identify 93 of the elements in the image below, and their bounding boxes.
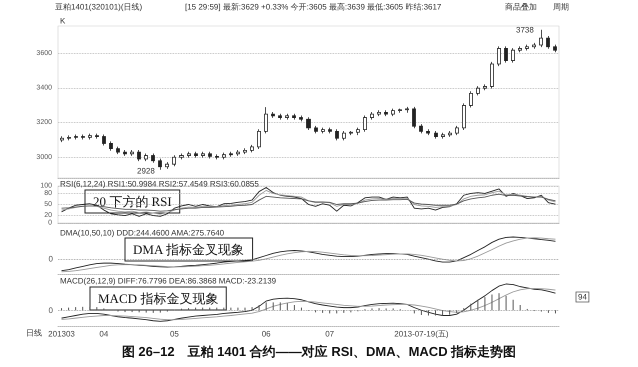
x-tick-label: 06 bbox=[262, 330, 272, 338]
candlestick bbox=[546, 36, 550, 50]
candlestick bbox=[116, 146, 120, 155]
candlestick bbox=[81, 134, 85, 140]
candlestick bbox=[391, 108, 395, 117]
candlestick bbox=[264, 106, 268, 134]
line-series bbox=[61, 194, 556, 212]
candlestick bbox=[462, 102, 466, 130]
text: 周期 bbox=[553, 2, 569, 12]
candlestick bbox=[377, 110, 381, 117]
candlestick bbox=[60, 136, 64, 142]
candlestick bbox=[257, 128, 261, 150]
x-tick-label: 2013-07-19(五) bbox=[394, 330, 449, 338]
candlestick bbox=[179, 153, 184, 160]
candlestick bbox=[236, 150, 240, 156]
candlestick bbox=[370, 112, 374, 120]
candlestick bbox=[292, 113, 296, 120]
candlestick bbox=[412, 106, 416, 129]
candlestick bbox=[476, 86, 480, 96]
candlestick bbox=[151, 153, 155, 164]
candlestick bbox=[187, 151, 191, 158]
candlestick bbox=[208, 151, 212, 159]
x-tick-label: 04 bbox=[99, 330, 109, 338]
x-tick-label: 201303 bbox=[48, 330, 76, 338]
candlestick bbox=[88, 133, 92, 140]
candlestick bbox=[165, 162, 169, 170]
candlestick bbox=[321, 127, 325, 134]
candlestick bbox=[250, 144, 254, 153]
candlestick bbox=[398, 108, 402, 114]
candlestick bbox=[271, 112, 275, 118]
candlestick bbox=[123, 150, 127, 156]
candlestick bbox=[441, 132, 445, 140]
candlestick bbox=[490, 62, 494, 89]
annotation: DMA(10,50,10) DDD:244.4600 AMA:275.7640 bbox=[60, 228, 225, 238]
candlestick bbox=[278, 113, 282, 120]
candlestick bbox=[539, 29, 543, 48]
text: 日线 bbox=[26, 328, 42, 338]
annotation: RSI(6,12,24) RSI1:50.9984 RSI2:57.4549 RSI3:60.0855 bbox=[60, 180, 260, 188]
candlestick bbox=[448, 130, 452, 138]
annotation: 2928 bbox=[137, 166, 156, 176]
annotation: MACD(26,12,9) DIFF:76.7796 DEA:86.3868 MACD:-23.2139 bbox=[60, 276, 277, 286]
candlestick bbox=[553, 44, 557, 53]
candlestick bbox=[201, 151, 205, 158]
candlestick bbox=[109, 140, 113, 152]
text: 图 26–12 豆粕 1401 合约——对应 RSI、DMA、MACD 指标走势图 bbox=[122, 344, 516, 359]
candlestick bbox=[144, 153, 148, 162]
candlestick bbox=[215, 154, 219, 160]
candlestick bbox=[74, 134, 78, 140]
candlestick bbox=[194, 151, 198, 158]
candlestick bbox=[299, 115, 303, 122]
candlestick bbox=[504, 46, 508, 64]
candlestick bbox=[434, 130, 438, 140]
candlestick bbox=[483, 84, 487, 91]
candlestick bbox=[328, 127, 332, 134]
candlestick bbox=[102, 134, 106, 146]
candlestick bbox=[306, 116, 311, 130]
candlestick bbox=[532, 42, 536, 50]
text: 商品叠加 bbox=[505, 2, 537, 12]
text: K bbox=[60, 16, 66, 26]
annotation: 3738 bbox=[516, 26, 534, 34]
candlestick bbox=[349, 130, 353, 136]
candlestick bbox=[137, 150, 141, 162]
candlestick bbox=[229, 151, 233, 158]
candlestick bbox=[95, 133, 99, 140]
candlestick bbox=[405, 106, 409, 114]
candlestick bbox=[384, 110, 388, 117]
candlestick bbox=[158, 158, 162, 170]
candlestick bbox=[426, 128, 430, 136]
text: 94 bbox=[578, 292, 588, 302]
text: [15 29:59] 最新:3629 +0.33% 今开:3605 最高:3639 最低:3605 昨结:3617 bbox=[185, 2, 442, 12]
candlestick bbox=[67, 134, 71, 141]
candlestick bbox=[518, 46, 522, 53]
text: 豆粕1401(320101)(日线) bbox=[55, 2, 142, 12]
x-tick-label: 05 bbox=[170, 330, 180, 338]
candlestick bbox=[130, 150, 134, 156]
candlestick bbox=[455, 125, 459, 136]
candlestick bbox=[285, 113, 289, 120]
candlestick bbox=[525, 44, 529, 51]
candlestick bbox=[511, 48, 515, 64]
candlestick bbox=[497, 46, 501, 66]
annotation: MACD 指标金叉现象 bbox=[98, 291, 218, 306]
candlestick bbox=[314, 125, 318, 134]
candlestick bbox=[356, 127, 360, 136]
candlestick bbox=[419, 124, 423, 134]
candlestick bbox=[363, 115, 367, 132]
candlestick bbox=[172, 154, 176, 167]
candlestick bbox=[222, 152, 226, 160]
candlestick bbox=[335, 128, 339, 141]
annotation: DMA 指标金叉现象 bbox=[133, 242, 244, 257]
candlestick bbox=[342, 130, 346, 141]
candlestick bbox=[469, 90, 473, 108]
x-tick-label: 07 bbox=[325, 330, 335, 338]
candlestick bbox=[243, 148, 247, 155]
